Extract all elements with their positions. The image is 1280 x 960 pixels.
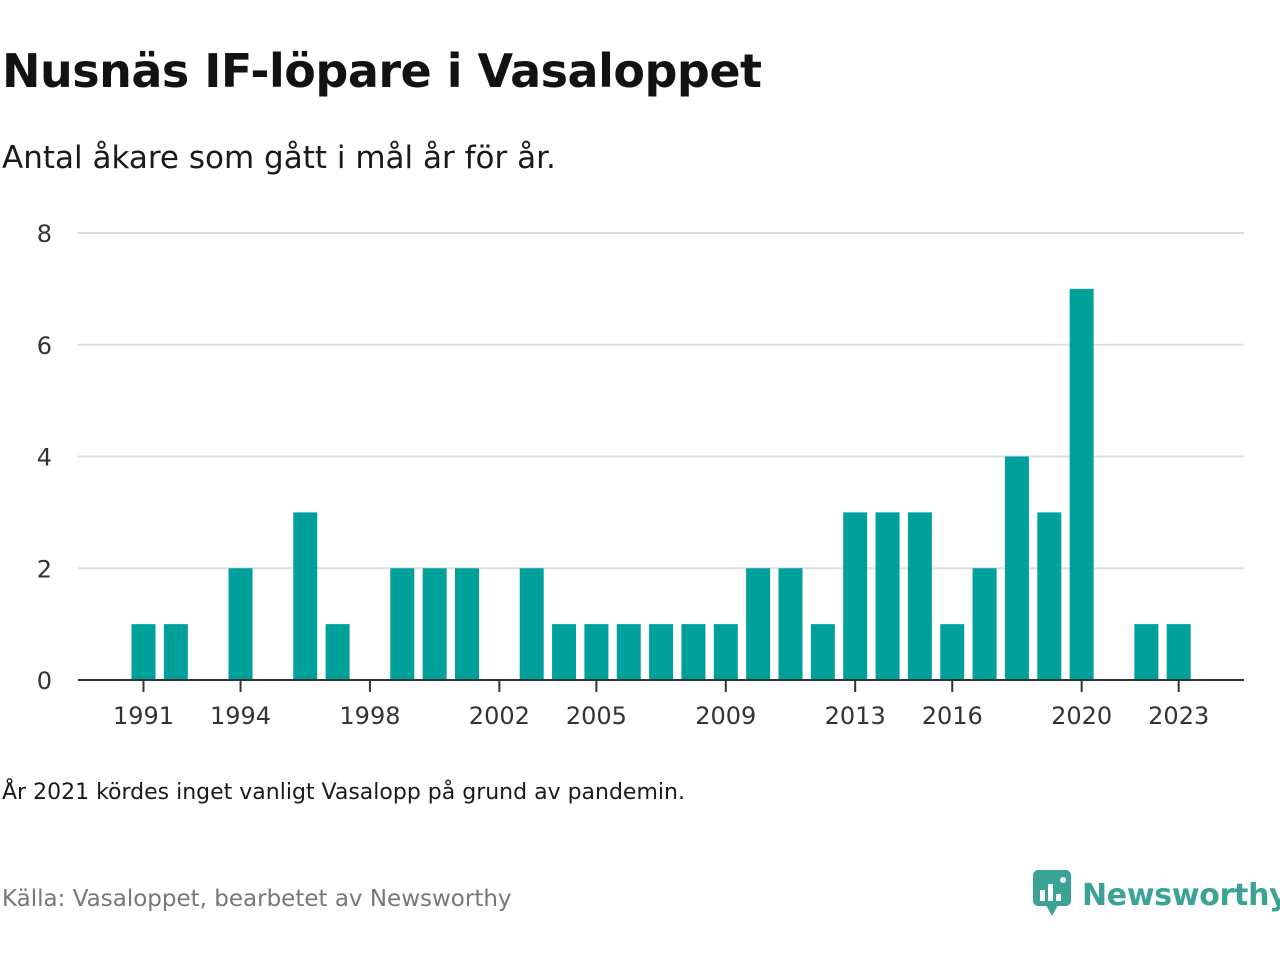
bar-2003	[519, 568, 544, 680]
x-tick-label: 2009	[695, 702, 756, 730]
y-axis-ticks: 0 2 4 6 8	[37, 220, 52, 695]
bar-1999	[390, 568, 415, 680]
bar-2010	[746, 568, 771, 680]
bar-1997	[325, 624, 350, 680]
x-tick-label: 2020	[1051, 702, 1112, 730]
bar-2011	[778, 568, 803, 680]
x-tick-label: 2002	[469, 702, 530, 730]
chart-title: Nusnäs IF-löpare i Vasaloppet	[2, 44, 762, 98]
x-axis-ticks: 1991 1994 1998 2002 2005 2009 2013 2016 2020 2023	[113, 680, 1209, 730]
bar-2018	[1004, 456, 1029, 680]
bar-2001	[455, 568, 479, 680]
bar-2012	[810, 624, 835, 680]
y-tick-label: 4	[37, 444, 52, 472]
gridlines	[78, 232, 1244, 570]
bar-2014	[875, 512, 900, 680]
newsworthy-logo-icon	[1032, 868, 1072, 922]
source-credit: Källa: Vasaloppet, bearbetet av Newswort…	[2, 886, 512, 912]
bar-2000	[422, 568, 447, 680]
x-tick-label: 2005	[566, 702, 627, 730]
bar-2007	[649, 624, 674, 680]
brand-name: Newsworthy	[1082, 877, 1280, 913]
y-tick-label: 2	[37, 555, 52, 583]
bar-1994	[228, 568, 253, 680]
bar-2015	[907, 512, 932, 680]
bar-2013	[843, 512, 868, 680]
y-tick-label: 8	[37, 220, 52, 248]
bar-chart: 0 2 4 6 8 1991 1994 1998 2002 2005 2009 2013 2016 20…	[37, 220, 1244, 730]
bar-2008	[681, 624, 706, 680]
bar-2020	[1069, 288, 1094, 680]
bars	[131, 288, 1191, 680]
footnote: År 2021 kördes inget vanligt Vasalopp på…	[2, 780, 685, 805]
x-tick-label: 2016	[922, 702, 983, 730]
brand-logo[interactable]: Newsworthy	[1032, 868, 1280, 922]
bar-2009	[713, 624, 738, 680]
y-tick-label: 0	[37, 667, 52, 695]
bar-2022	[1134, 624, 1159, 680]
bar-2006	[616, 624, 641, 680]
bar-2023	[1166, 624, 1191, 680]
x-tick-label: 2023	[1148, 702, 1209, 730]
bar-1996	[293, 512, 318, 680]
bar-2016	[940, 624, 965, 680]
bar-1991	[131, 624, 156, 680]
bar-2017	[972, 568, 997, 680]
y-tick-label: 6	[37, 332, 52, 360]
chart-subtitle: Antal åkare som gått i mål år för år.	[2, 140, 556, 176]
bar-2005	[584, 624, 609, 680]
x-tick-label: 2013	[825, 702, 886, 730]
x-tick-label: 1994	[210, 702, 271, 730]
x-tick-label: 1991	[113, 702, 174, 730]
bar-2019	[1037, 512, 1062, 680]
bar-1992	[163, 624, 188, 680]
bar-2004	[552, 624, 577, 680]
x-tick-label: 1998	[339, 702, 400, 730]
